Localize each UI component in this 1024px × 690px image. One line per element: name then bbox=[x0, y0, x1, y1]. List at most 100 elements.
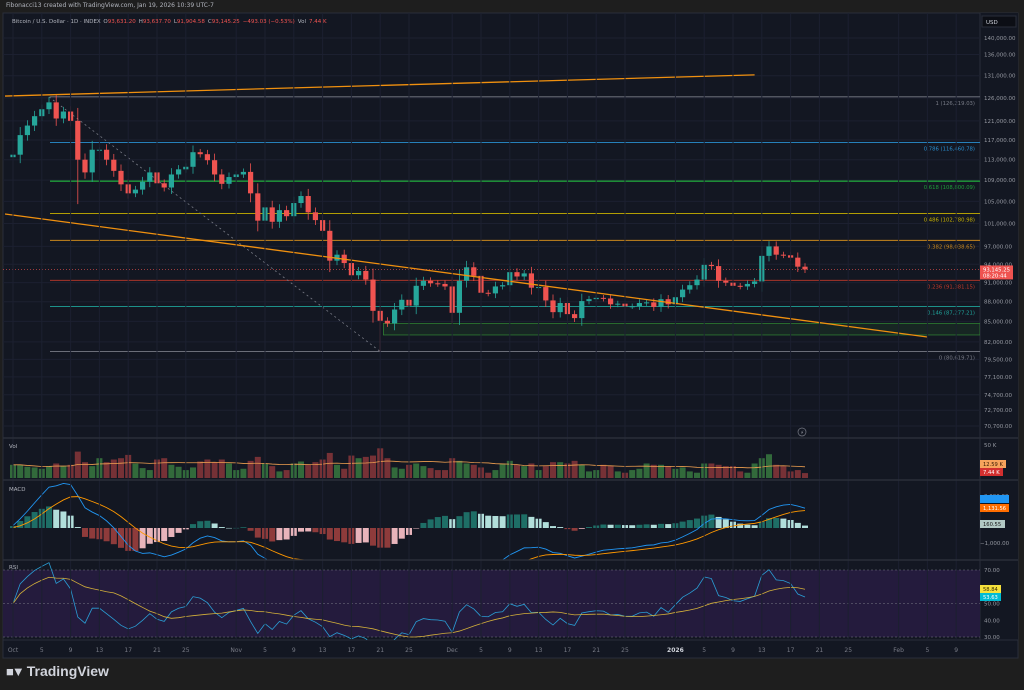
candle[interactable] bbox=[550, 294, 556, 319]
candle[interactable] bbox=[312, 207, 318, 226]
candle[interactable] bbox=[413, 277, 419, 315]
candle[interactable] bbox=[442, 280, 448, 290]
candle[interactable] bbox=[557, 297, 563, 318]
candle[interactable] bbox=[384, 317, 390, 327]
candle[interactable] bbox=[356, 267, 362, 280]
candle[interactable] bbox=[514, 268, 520, 281]
volume-bar bbox=[341, 468, 348, 478]
candle[interactable] bbox=[24, 120, 30, 141]
price-axis-label: 101,000.00 bbox=[984, 221, 1016, 227]
candle[interactable] bbox=[665, 295, 671, 309]
candle[interactable] bbox=[240, 168, 246, 178]
candle[interactable] bbox=[248, 163, 254, 203]
candle[interactable] bbox=[579, 293, 585, 326]
candle[interactable] bbox=[284, 205, 290, 221]
tradingview-logo[interactable]: ■▼ TradingView bbox=[6, 663, 109, 679]
candle[interactable] bbox=[716, 259, 722, 288]
lightning-icon[interactable] bbox=[797, 427, 807, 437]
rsi-ma-tag bbox=[980, 585, 1001, 593]
candle[interactable] bbox=[197, 148, 203, 158]
candle[interactable] bbox=[140, 176, 146, 195]
candle[interactable] bbox=[305, 188, 311, 220]
candle[interactable] bbox=[543, 280, 549, 307]
candle[interactable] bbox=[118, 164, 124, 191]
candle[interactable] bbox=[82, 153, 88, 179]
candle[interactable] bbox=[89, 140, 95, 182]
candle[interactable] bbox=[773, 241, 779, 260]
candle[interactable] bbox=[168, 168, 174, 195]
candle[interactable] bbox=[17, 127, 23, 164]
macd-histogram-bar bbox=[722, 519, 729, 528]
candle[interactable] bbox=[363, 265, 369, 285]
candle[interactable] bbox=[708, 261, 714, 270]
candle[interactable] bbox=[802, 263, 808, 273]
candle[interactable] bbox=[204, 149, 210, 165]
candle[interactable] bbox=[500, 282, 506, 290]
volume-bar bbox=[499, 463, 506, 478]
candle[interactable] bbox=[528, 266, 534, 295]
candle[interactable] bbox=[572, 310, 578, 322]
candle[interactable] bbox=[795, 252, 801, 272]
candle[interactable] bbox=[629, 303, 635, 309]
candle[interactable] bbox=[161, 179, 167, 192]
candle[interactable] bbox=[420, 276, 426, 290]
candle[interactable] bbox=[521, 269, 527, 281]
candle[interactable] bbox=[276, 204, 282, 228]
candle[interactable] bbox=[370, 268, 376, 323]
currency-button[interactable] bbox=[981, 15, 1017, 28]
candle[interactable] bbox=[111, 153, 117, 177]
candle[interactable] bbox=[471, 262, 477, 282]
candle[interactable] bbox=[723, 277, 729, 286]
candle[interactable] bbox=[744, 280, 750, 290]
candle[interactable] bbox=[428, 277, 434, 287]
candle[interactable] bbox=[456, 269, 462, 326]
candle[interactable] bbox=[780, 251, 786, 259]
candle[interactable] bbox=[615, 300, 621, 308]
candle[interactable] bbox=[104, 144, 110, 166]
candle[interactable] bbox=[752, 278, 758, 288]
candle[interactable] bbox=[226, 172, 232, 189]
candle[interactable] bbox=[75, 107, 81, 205]
candle[interactable] bbox=[600, 294, 606, 302]
candle[interactable] bbox=[608, 294, 614, 309]
candle[interactable] bbox=[644, 299, 650, 306]
candle[interactable] bbox=[327, 220, 333, 273]
candle[interactable] bbox=[485, 289, 491, 297]
macd-histogram-bar bbox=[391, 528, 398, 544]
trendline[interactable] bbox=[4, 213, 928, 338]
candle[interactable] bbox=[392, 302, 398, 331]
price-axis-label: 79,500.00 bbox=[984, 357, 1012, 363]
candle[interactable] bbox=[212, 153, 218, 182]
candle[interactable] bbox=[147, 167, 153, 188]
candle[interactable] bbox=[435, 280, 441, 287]
candle[interactable] bbox=[269, 200, 275, 229]
macd-histogram-bar bbox=[384, 528, 391, 548]
candle[interactable] bbox=[737, 282, 743, 290]
candle[interactable] bbox=[687, 281, 693, 294]
candle[interactable] bbox=[255, 183, 261, 232]
candle[interactable] bbox=[53, 95, 59, 126]
macd-histogram-bar bbox=[254, 528, 261, 538]
candle[interactable] bbox=[492, 281, 498, 299]
candle[interactable] bbox=[219, 169, 225, 190]
candle[interactable] bbox=[46, 96, 52, 114]
macd-histogram-bar bbox=[370, 528, 376, 546]
candle[interactable] bbox=[586, 295, 592, 305]
candle[interactable] bbox=[298, 191, 304, 208]
candle[interactable] bbox=[190, 145, 196, 174]
candle[interactable] bbox=[399, 294, 405, 316]
support-zone-rectangle[interactable] bbox=[382, 323, 980, 336]
candle[interactable] bbox=[464, 260, 470, 288]
candle[interactable] bbox=[680, 284, 686, 303]
candle[interactable] bbox=[176, 165, 182, 179]
rsi-pane[interactable] bbox=[3, 562, 980, 649]
candle[interactable] bbox=[766, 241, 772, 262]
candle[interactable] bbox=[60, 106, 66, 124]
candle[interactable] bbox=[658, 294, 664, 312]
candle[interactable] bbox=[694, 275, 700, 290]
candle[interactable] bbox=[32, 110, 38, 132]
candle[interactable] bbox=[132, 185, 138, 198]
candle[interactable] bbox=[636, 299, 642, 310]
time-axis-label: 21 bbox=[153, 647, 161, 654]
